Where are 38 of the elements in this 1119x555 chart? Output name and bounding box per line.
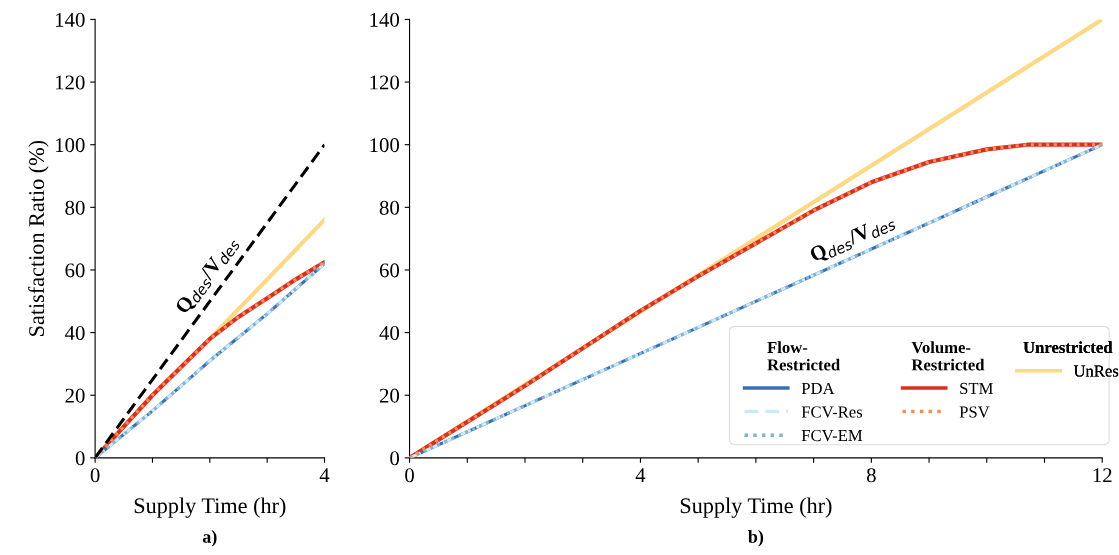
y-tick-label: 40 (64, 325, 85, 341)
y-tick-label: 0 (75, 451, 85, 466)
legend-label: PSV (959, 406, 990, 418)
x-axis-title: Supply Time (hr) (134, 497, 286, 518)
y-tick-label: 20 (65, 388, 85, 403)
y-tick-label: 60 (379, 263, 400, 278)
y-tick-label: 60 (65, 263, 85, 278)
text: Unrestricted (1023, 341, 1113, 354)
x-tick-label: 12 (1093, 468, 1112, 483)
y-tick-label: 0 (390, 451, 400, 466)
annotation: Q$_{des}$/V$_{des}$ (174, 234, 241, 317)
text: Flow- Restricted (767, 341, 840, 371)
x-tick-label: 0 (90, 468, 100, 483)
legend-label: PDA (801, 382, 835, 394)
x-tick-label: 8 (866, 468, 876, 483)
y-tick-label: 80 (65, 200, 85, 215)
y-tick-label: 120 (55, 75, 85, 90)
y-tick-label: 140 (55, 12, 85, 27)
legend-label: UnRes (1073, 365, 1119, 377)
text: b) (748, 530, 764, 547)
legend-label: FCV-EM (801, 429, 863, 442)
y-axis-title: Satisfaction Ratio (%) (28, 140, 49, 336)
y-tick-label: 20 (379, 388, 400, 403)
y-tick-label: 140 (370, 12, 400, 27)
y-tick-label: 120 (370, 75, 400, 90)
x-tick-label: 4 (319, 468, 330, 483)
x-tick-label: 0 (405, 468, 414, 483)
y-tick-label: 100 (55, 138, 85, 153)
x-tick-label: 4 (635, 468, 646, 483)
y-tick-label: 40 (379, 325, 400, 341)
legend-label: STM (960, 382, 993, 395)
y-tick-label: 80 (379, 200, 400, 215)
text: Volume- Restricted (911, 341, 985, 371)
legend-label: FCV-Res (801, 406, 863, 418)
y-tick-label: 100 (370, 138, 400, 153)
annotation: Q$_{des}$/V$_{des}$ (808, 212, 897, 266)
x-axis-title: Supply Time (hr) (680, 497, 832, 518)
text: a) (202, 530, 217, 547)
